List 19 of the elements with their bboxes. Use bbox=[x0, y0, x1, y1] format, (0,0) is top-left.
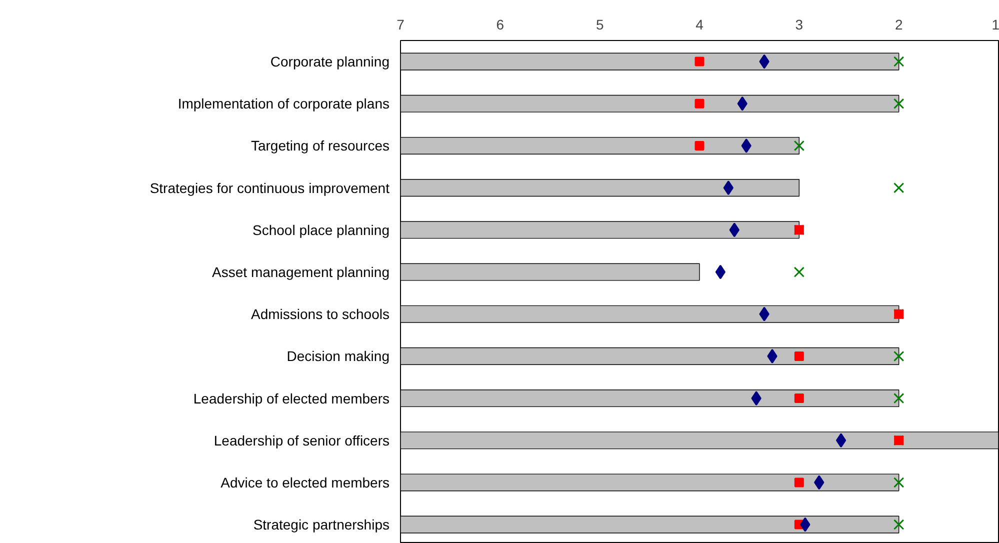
x-tick-label: 3 bbox=[795, 16, 804, 32]
y-tick-label: Leadership of elected members bbox=[193, 390, 390, 406]
x-tick-label: 2 bbox=[894, 16, 903, 32]
y-tick-label: Decision making bbox=[286, 348, 390, 364]
x-tick-label: 1 bbox=[992, 16, 999, 32]
y-tick-label: Strategies for continuous improvement bbox=[150, 180, 390, 196]
x-tick-label: 7 bbox=[396, 16, 405, 32]
y-tick-label: Leadership of senior officers bbox=[214, 432, 390, 448]
x-tick-label: 6 bbox=[496, 16, 504, 32]
x-tick-label: 5 bbox=[596, 16, 604, 32]
y-tick-label: Advice to elected members bbox=[220, 474, 390, 490]
x-tick-label: 4 bbox=[696, 16, 704, 32]
y-tick-label: Corporate planning bbox=[270, 54, 390, 70]
y-tick-label: Admissions to schools bbox=[250, 306, 390, 322]
y-tick-label: Asset management planning bbox=[212, 264, 390, 280]
y-tick-label: School place planning bbox=[252, 222, 390, 238]
y-tick-label: Strategic partnerships bbox=[253, 516, 390, 533]
y-tick-label: Implementation of corporate plans bbox=[178, 96, 390, 112]
y-tick-label: Targeting of resources bbox=[250, 138, 390, 154]
